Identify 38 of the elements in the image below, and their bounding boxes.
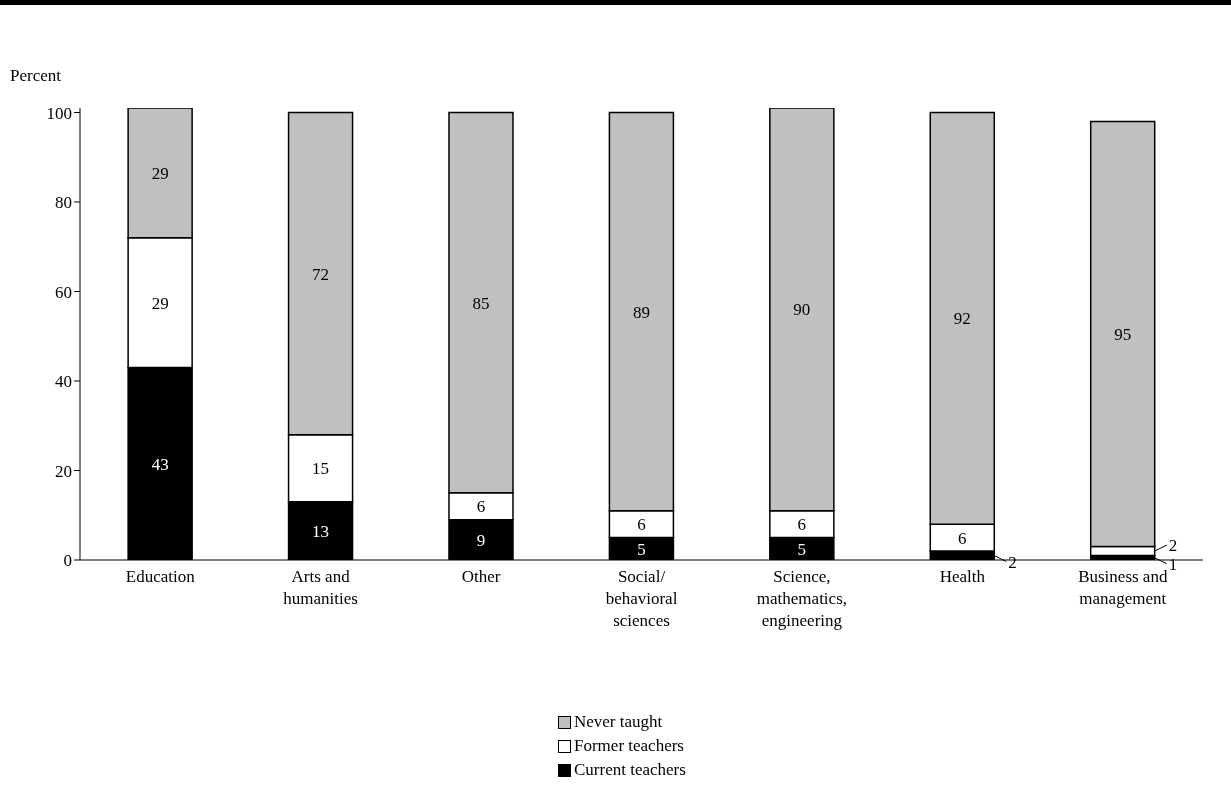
x-tick-label: Health (939, 567, 986, 586)
data-label: 6 (797, 515, 807, 535)
x-tick-label: Arts and humanities (283, 567, 358, 608)
data-label: 89 (632, 302, 650, 322)
data-label: 9 (476, 530, 486, 550)
x-tick-label: Social/ behavioral sciences (605, 567, 678, 630)
data-label: 5 (797, 539, 807, 559)
y-axis-title: Percent (10, 66, 61, 86)
y-tick-label: 80 (55, 193, 72, 213)
data-label: 13 (312, 521, 330, 541)
data-label: 6 (476, 497, 486, 517)
data-label: 1 (1168, 554, 1178, 574)
y-tick-label: 0 (63, 551, 72, 571)
y-tick-label: 60 (55, 282, 72, 302)
data-label: 95 (1114, 325, 1132, 344)
data-label: 5 (637, 539, 646, 559)
data-label: 6 (958, 528, 967, 548)
legend-label: Never taught (574, 712, 663, 732)
x-tick-label: Education (125, 567, 196, 586)
data-label: 6 (637, 515, 646, 535)
legend-label: Former teachers (574, 736, 684, 756)
data-label: 72 (312, 264, 330, 284)
data-label: 90 (793, 300, 811, 320)
data-label: 29 (151, 163, 169, 183)
legend-label: Current teachers (574, 760, 686, 780)
y-tick-label: 40 (55, 372, 72, 392)
y-tick-label: 20 (55, 461, 72, 481)
data-label: 2 (1008, 552, 1017, 572)
y-tick-label: 100 (46, 103, 72, 123)
data-label: 43 (151, 454, 169, 474)
data-label: 85 (472, 293, 490, 313)
data-label: 29 (151, 293, 169, 313)
data-label: 2 (1168, 536, 1178, 556)
x-tick-label: Other (461, 567, 501, 586)
x-tick-label: Business and management (1078, 567, 1168, 608)
data-label: 15 (312, 459, 330, 479)
x-tick-label: Science, mathematics, engineering (756, 567, 848, 630)
data-label: 92 (953, 309, 971, 329)
